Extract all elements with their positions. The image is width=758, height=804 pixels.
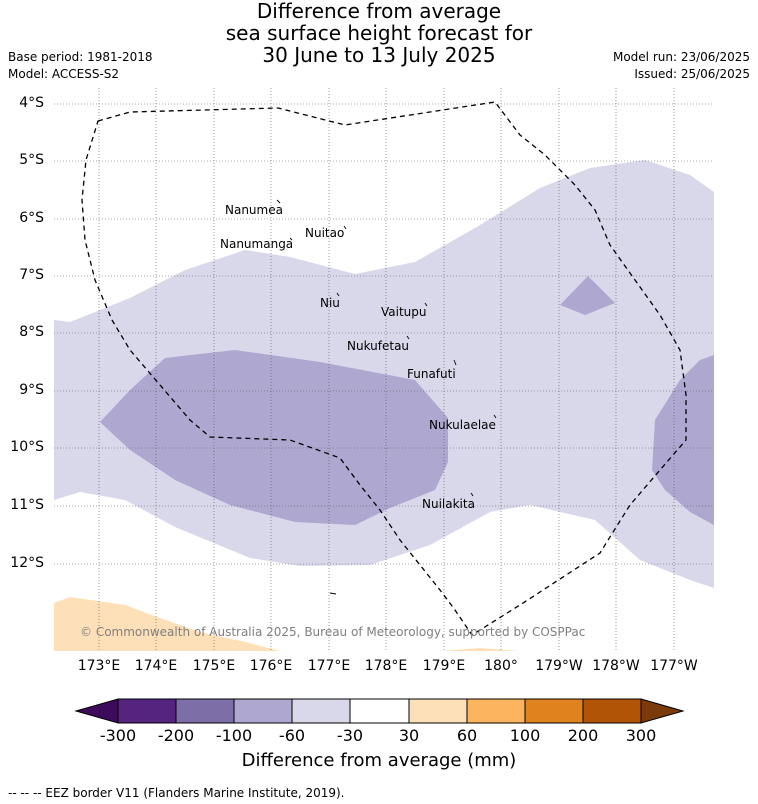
lon-label-179e: 179°E	[422, 658, 466, 674]
colorbar-tick-100: 100	[509, 726, 541, 745]
colorbar-tick-neg60: -60	[278, 726, 306, 745]
colorbar-segment-4	[291, 698, 351, 724]
colorbar-tick-neg200: -200	[157, 726, 195, 745]
meta-right: Model run: 23/06/2025 Issued: 25/06/2025	[613, 49, 750, 83]
anomaly-medium-region-main	[100, 350, 448, 525]
place-label-nanumanga: Nanumanga	[220, 237, 294, 251]
lon-label-176e: 176°E	[249, 658, 293, 674]
lon-label-177w: 177°W	[650, 658, 698, 674]
model-run: Model run: 23/06/2025	[612, 50, 750, 64]
place-label-vaitupu: Vaitupu	[381, 305, 427, 319]
lat-label-12s: 12°S	[10, 555, 44, 571]
lon-label-179w: 179°W	[535, 658, 583, 674]
base-period: Base period: 1981-2018	[8, 50, 153, 64]
colorbar-segment-1	[117, 698, 177, 724]
place-label-nukulaelae: Nukulaelae	[429, 418, 496, 432]
place-label-nukufetau: Nukufetau	[347, 339, 410, 353]
colorbar-tick-30: 30	[398, 726, 420, 745]
map-title: Difference from average sea surface heig…	[0, 0, 758, 66]
anomaly-positive-region-2	[440, 648, 520, 651]
colorbar-tick-200: 200	[567, 726, 599, 745]
place-label-nuitao: Nuitao	[305, 226, 345, 240]
lon-label-178e: 178°E	[364, 658, 408, 674]
lat-label-5s: 5°S	[19, 152, 44, 168]
lat-label-10s: 10°S	[10, 439, 44, 455]
place-label-nanumea: Nanumea	[225, 203, 283, 217]
model-name: Model: ACCESS-S2	[8, 67, 120, 81]
colorbar-segment-min	[74, 698, 119, 724]
colorbar-label: Difference from average (mm)	[241, 750, 517, 771]
copyright-notice: © Commonwealth of Australia 2025, Bureau…	[80, 625, 586, 639]
lon-label-175e: 175°E	[192, 658, 236, 674]
anomaly-positive-region	[54, 597, 280, 651]
lat-label-6s: 6°S	[19, 210, 44, 226]
place-label-nuilakita: Nuilakita	[422, 497, 475, 511]
colorbar-segment-9	[582, 698, 642, 724]
place-label-funafuti: Funafuti	[407, 367, 456, 381]
anomaly-medium-region-small	[560, 276, 615, 315]
lat-label-4s: 4°S	[19, 95, 44, 111]
meta-left: Base period: 1981-2018 Model: ACCESS-S2	[8, 49, 153, 83]
colorbar-tick-neg100: -100	[215, 726, 253, 745]
map-area	[54, 88, 714, 651]
lat-label-7s: 7°S	[19, 267, 44, 283]
colorbar-segment-3	[233, 698, 293, 724]
colorbar-tick-60: 60	[456, 726, 478, 745]
place-label-niu: Niu	[320, 296, 340, 310]
gridlines	[54, 88, 714, 651]
eez-legend-note: -- -- -- EEZ border V11 (Flanders Marine…	[8, 786, 345, 800]
colorbar-segment-6	[408, 698, 468, 724]
colorbar-segment-5	[349, 698, 410, 724]
colorbar-tick-neg300: -300	[99, 726, 137, 745]
title-line-2: sea surface height forecast for	[225, 21, 533, 45]
title-line-3: 30 June to 13 July 2025	[262, 43, 496, 67]
anomaly-medium-region-east	[652, 355, 714, 525]
title-line-1: Difference from average	[256, 0, 502, 23]
island-marks	[276, 199, 497, 595]
colorbar-segment-8	[524, 698, 584, 724]
colorbar-segment-2	[175, 698, 235, 724]
lat-label-9s: 9°S	[19, 382, 44, 398]
lon-label-180: 180°	[484, 658, 518, 674]
colorbar-tick-neg30: -30	[336, 726, 364, 745]
lon-label-177e: 177°E	[307, 658, 351, 674]
lon-label-174e: 174°E	[134, 658, 178, 674]
lon-label-173e: 173°E	[77, 658, 121, 674]
colorbar	[74, 698, 685, 724]
lat-label-8s: 8°S	[19, 324, 44, 340]
colorbar-segment-max	[640, 698, 685, 724]
colorbar-tick-300: 300	[625, 726, 657, 745]
lon-label-178w: 178°W	[592, 658, 640, 674]
colorbar-segment-7	[466, 698, 526, 724]
issued-date: Issued: 25/06/2025	[634, 67, 750, 81]
lat-label-11s: 11°S	[10, 497, 44, 513]
